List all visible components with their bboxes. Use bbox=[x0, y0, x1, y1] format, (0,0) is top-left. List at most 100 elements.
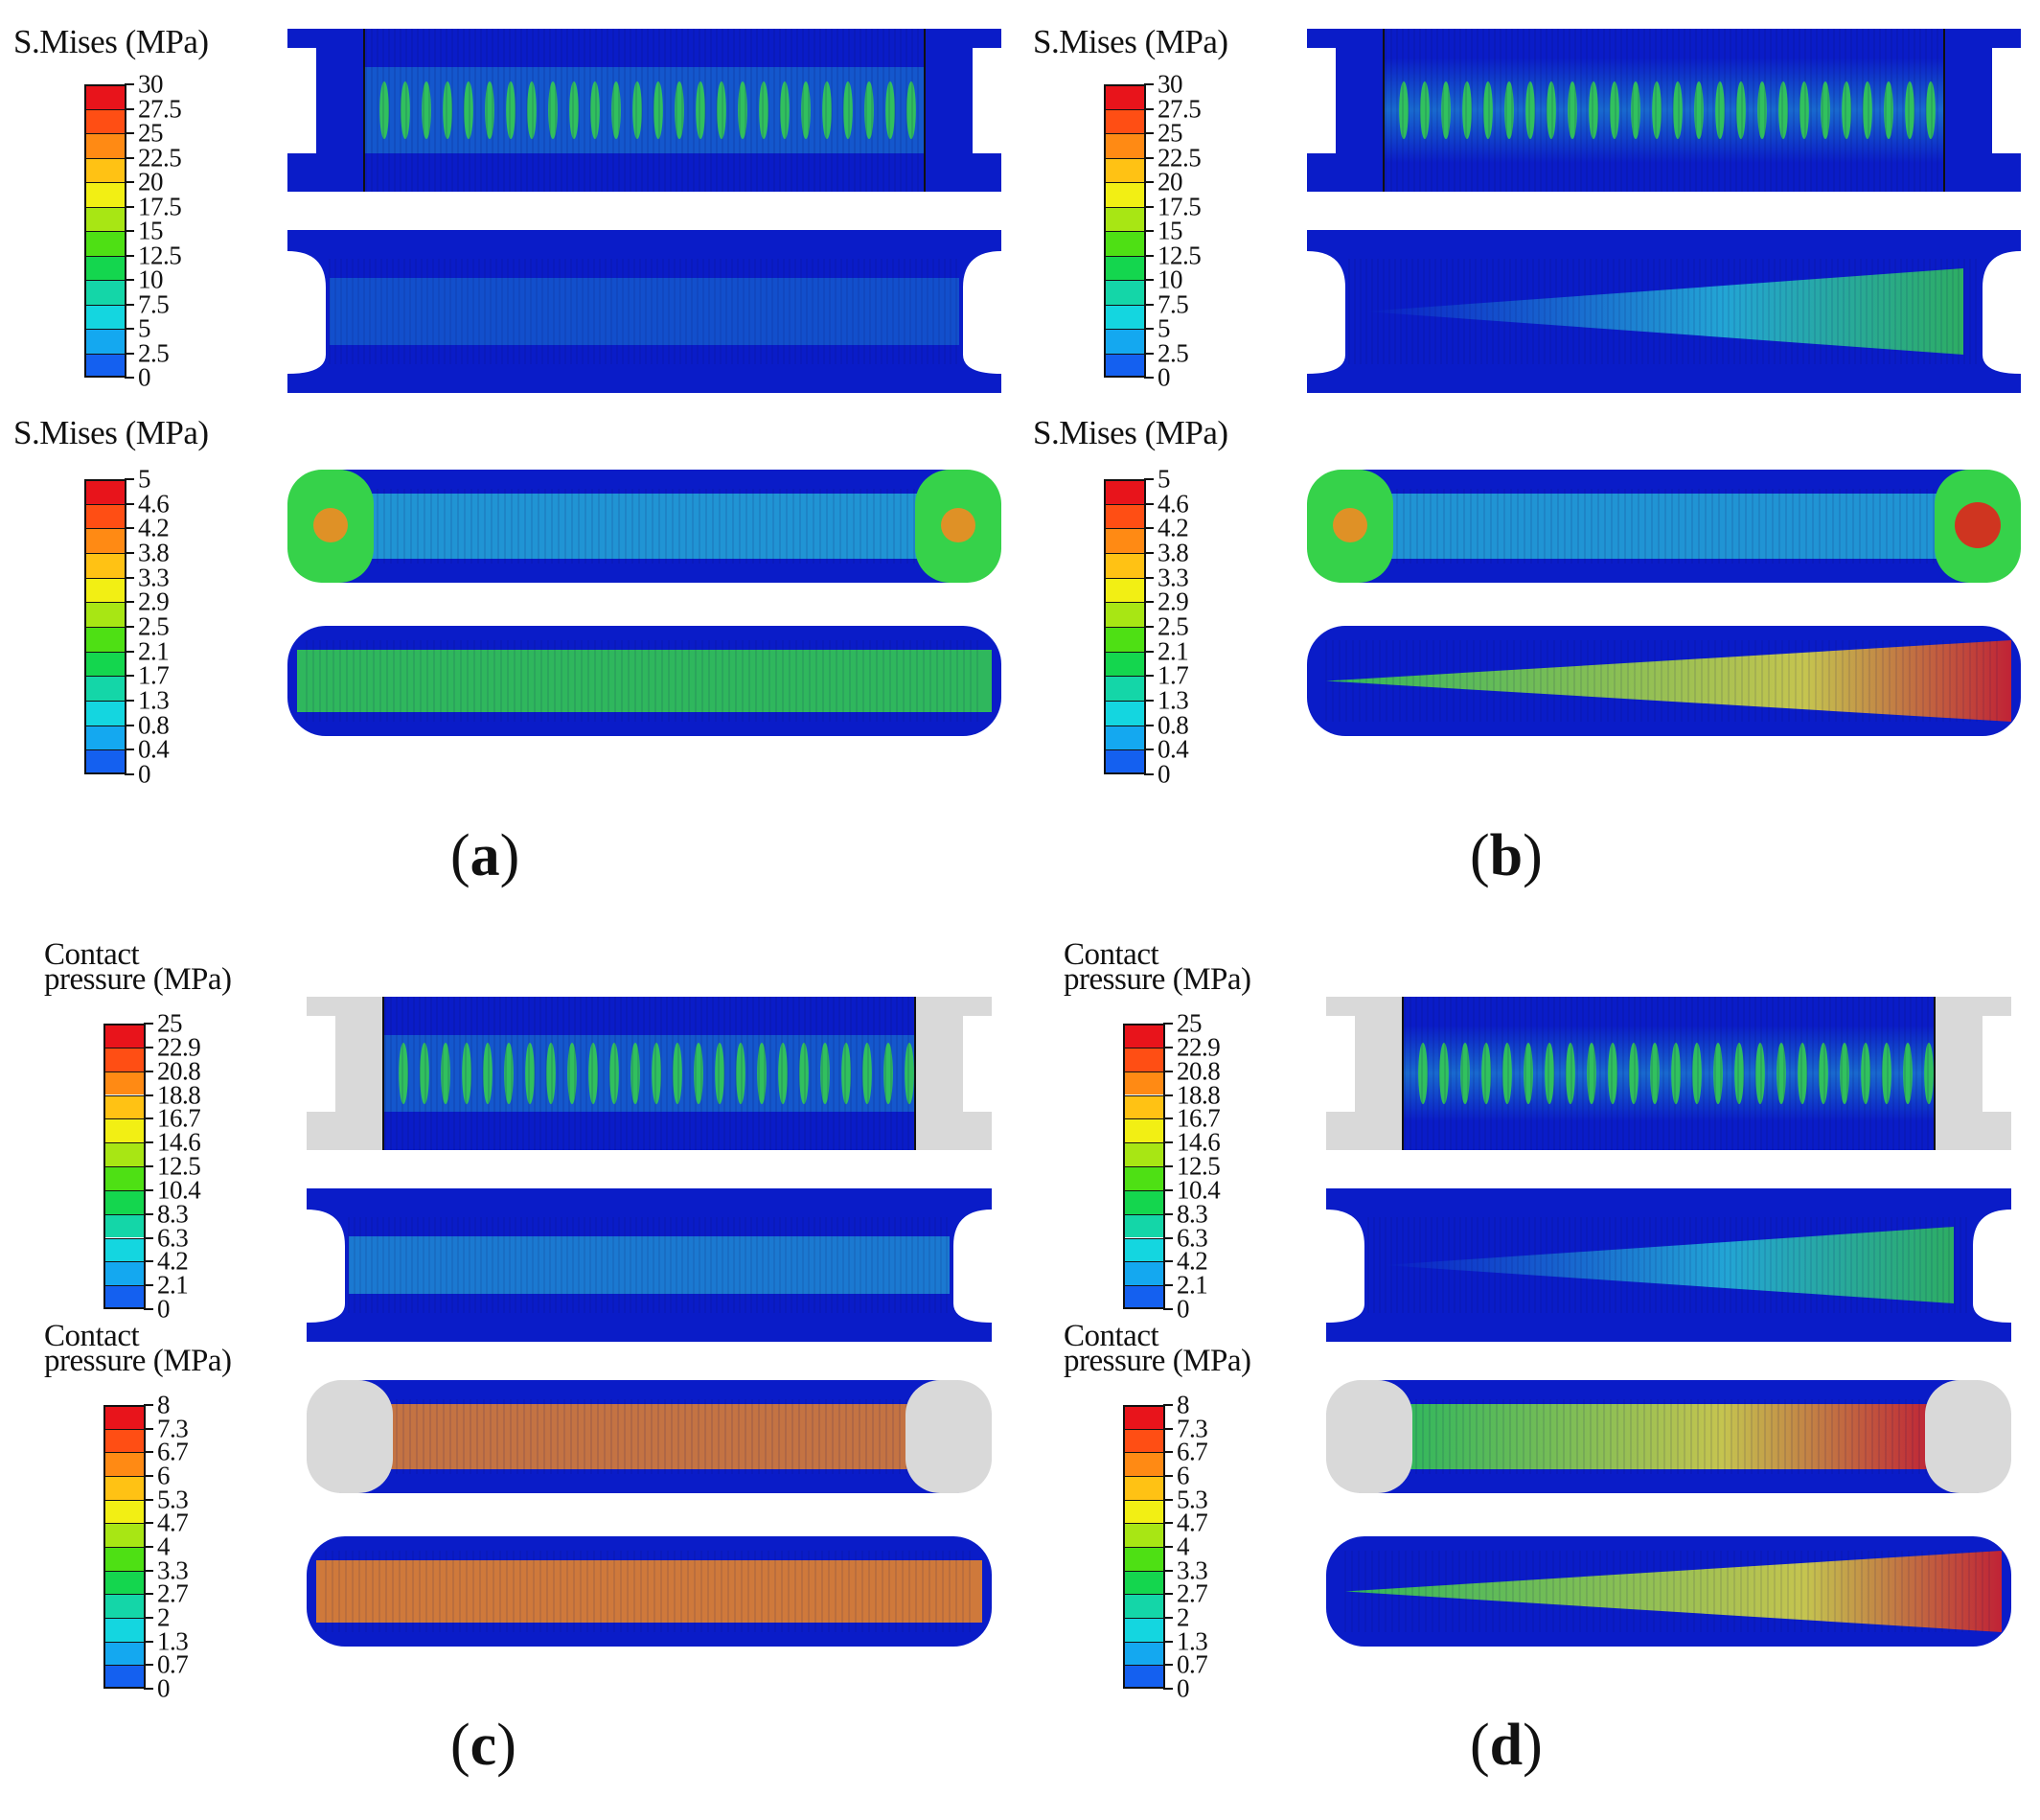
colorbar-tick-mark bbox=[125, 303, 134, 306]
colorbar-tick-mark bbox=[1163, 1593, 1173, 1596]
colorbar-tick-mark bbox=[1144, 279, 1154, 281]
panel-label-letter: a bbox=[470, 823, 500, 888]
colorbar-tick-mark bbox=[144, 1664, 153, 1667]
colorbar-band bbox=[84, 108, 126, 133]
colorbar-tick-label: 3.3 bbox=[138, 563, 170, 592]
colorbar-tick-mark bbox=[144, 1023, 153, 1025]
stress-lobe bbox=[1905, 81, 1914, 139]
lower-gradient bbox=[1384, 1227, 1954, 1303]
stress-lobe bbox=[1819, 1043, 1828, 1104]
colorbar-tick-label: 2.5 bbox=[138, 338, 170, 367]
colorbar-tick-mark bbox=[1144, 478, 1154, 480]
colorbar-tick-mark bbox=[125, 527, 134, 530]
colorbar-tick-label: 7.3 bbox=[157, 1414, 189, 1443]
stress-lobe bbox=[1778, 81, 1788, 139]
stress-lobe bbox=[738, 81, 747, 139]
colorbar-tick-label: 15 bbox=[1158, 216, 1183, 245]
stress-lobe bbox=[778, 1043, 788, 1104]
colorbar-tick-label: 2.1 bbox=[1177, 1270, 1208, 1300]
colorbar-tick-label: 4 bbox=[1177, 1532, 1190, 1561]
colorbar-tick-mark bbox=[1163, 1522, 1173, 1525]
colorbar-band bbox=[1123, 1523, 1165, 1547]
panel-label-close: ) bbox=[1523, 823, 1543, 888]
colorbar-band bbox=[84, 280, 126, 305]
colorbar-band bbox=[1104, 553, 1146, 578]
colorbar-tick-mark bbox=[1163, 1498, 1173, 1501]
stress-lobe bbox=[1460, 1043, 1470, 1104]
stress-lobe bbox=[883, 1043, 893, 1104]
colorbar-tick-label: 4 bbox=[157, 1532, 171, 1561]
colorbar-band bbox=[1104, 108, 1146, 133]
colorbar-tick-label: 6.7 bbox=[157, 1437, 189, 1466]
colorbar-band bbox=[103, 1166, 146, 1190]
left-notch bbox=[307, 1016, 335, 1112]
colorbar-tick-mark bbox=[144, 1070, 153, 1072]
left-cap bbox=[1326, 1380, 1412, 1493]
colorbar-band bbox=[103, 1618, 146, 1642]
panel-label-open: ( bbox=[450, 1713, 470, 1778]
ring-band bbox=[1384, 494, 1944, 559]
stress-lobe bbox=[462, 1043, 471, 1104]
colorbar-tick-mark bbox=[125, 601, 134, 604]
colorbar-tick-mark bbox=[144, 1046, 153, 1048]
colorbar-frame bbox=[84, 479, 126, 774]
colorbar-tick-mark bbox=[125, 749, 134, 751]
right-cap-hotspot bbox=[941, 508, 975, 542]
stress-lobe bbox=[441, 1043, 450, 1104]
colorbar-band bbox=[103, 1570, 146, 1595]
colorbar-tick-label: 6 bbox=[1177, 1461, 1190, 1490]
left-cap bbox=[307, 1380, 393, 1493]
colorbar-tick-label: 0 bbox=[138, 759, 151, 789]
panel-d-block-1: Contact pressure (MPa) 25 22.9 20.8 18.8 16.7 1… bbox=[1020, 901, 2039, 1342]
colorbar-tick-mark bbox=[125, 230, 134, 232]
stress-lobe bbox=[1650, 1043, 1660, 1104]
colorbar-band bbox=[1104, 353, 1146, 378]
lower-body bbox=[287, 230, 1001, 393]
colorbar-tick-label: 1.7 bbox=[138, 660, 170, 690]
colorbar-tick-label: 3.3 bbox=[1177, 1555, 1208, 1585]
strip-band bbox=[316, 1560, 982, 1623]
lower-band bbox=[330, 278, 959, 345]
colorbar-tick-label: 12.5 bbox=[138, 241, 182, 269]
colorbar-tick-label: 22.9 bbox=[1177, 1032, 1221, 1062]
colorbar-tick-label: 25 bbox=[1158, 118, 1183, 148]
colorbar-tick-mark bbox=[1163, 1141, 1173, 1144]
colorbar-tick-mark bbox=[125, 675, 134, 678]
stress-lobe bbox=[801, 81, 811, 139]
colorbar-tick-label: 0.4 bbox=[138, 734, 170, 764]
colorbar-tick-label: 4.2 bbox=[1158, 513, 1189, 542]
stress-lobe bbox=[548, 81, 558, 139]
stress-lobe bbox=[1481, 1043, 1491, 1104]
colorbar-tick-mark bbox=[125, 156, 134, 159]
colorbar-band bbox=[103, 1047, 146, 1071]
colorbar-tick-label: 10.4 bbox=[157, 1175, 201, 1205]
right-cap-hotspot bbox=[1955, 502, 2001, 548]
colorbar-tick-label: 30 bbox=[1158, 69, 1183, 99]
colorbar-tick-mark bbox=[125, 700, 134, 702]
panel-d-block-2: Contact pressure (MPa) 8 7.3 6.7 6 5.3 4.7 4 3.3 2… bbox=[1020, 1284, 2039, 1706]
colorbar-band bbox=[84, 353, 126, 378]
colorbar-tick-mark bbox=[125, 502, 134, 505]
colorbar-tick-label: 0 bbox=[138, 362, 151, 392]
colorbar-tick-mark bbox=[144, 1451, 153, 1454]
colorbar-tick-label: 0 bbox=[1177, 1673, 1190, 1703]
contour-view bbox=[1307, 29, 2021, 393]
colorbar-band bbox=[84, 133, 126, 158]
right-notch bbox=[1992, 48, 2021, 153]
colorbar-tick-label: 20.8 bbox=[157, 1056, 201, 1086]
stress-lobe bbox=[1610, 81, 1619, 139]
contour-view bbox=[287, 29, 1001, 393]
right-notch bbox=[973, 48, 1001, 153]
stress-lobe bbox=[483, 1043, 493, 1104]
colorbar-tick-label: 6 bbox=[157, 1461, 171, 1490]
stress-lobe bbox=[1631, 81, 1640, 139]
colorbar-tick-mark bbox=[125, 328, 134, 330]
panel-label-close: ) bbox=[496, 1713, 516, 1778]
colorbar-tick-label: 6.7 bbox=[1177, 1437, 1208, 1466]
stress-lobe bbox=[1547, 81, 1556, 139]
colorbar-band bbox=[1123, 1166, 1165, 1190]
colorbar-band bbox=[103, 1142, 146, 1166]
colorbar: 25 22.9 20.8 18.8 16.7 14.6 12.5 10.4 8.3 6.3 4.2 2… bbox=[103, 1010, 218, 1322]
colorbar-tick-label: 2.9 bbox=[1158, 587, 1189, 616]
